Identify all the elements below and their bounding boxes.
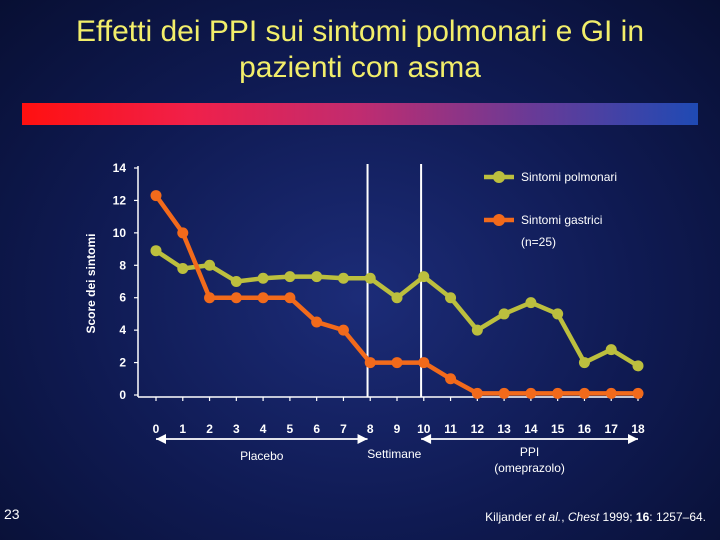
phase-annotation-layer: Placebo Settimane PPI (omeprazolo) <box>156 434 638 475</box>
data-point-gastric <box>605 387 617 399</box>
x-tick-label: 2 <box>206 422 213 436</box>
citation-et-al: et al. <box>535 510 562 524</box>
data-point-gastric <box>150 190 162 202</box>
data-point-pulmonary <box>552 308 564 320</box>
data-point-pulmonary <box>391 292 403 304</box>
y-tick-label: 0 <box>119 388 126 402</box>
y-tick-label: 10 <box>113 226 127 240</box>
x-tick-label: 12 <box>471 422 485 436</box>
x-tick-label: 1 <box>179 422 186 436</box>
x-tick-label: 9 <box>394 422 401 436</box>
y-tick-label: 2 <box>119 356 126 370</box>
data-point-gastric <box>257 292 269 304</box>
y-axis-label-group: Score dei sintomi <box>84 233 98 333</box>
data-point-gastric <box>525 387 537 399</box>
title-line-1: Effetti dei PPI sui sintomi polmonari e … <box>75 15 645 48</box>
x-tick-label: 11 <box>444 422 457 436</box>
x-tick-label: 7 <box>340 422 347 436</box>
data-point-gastric <box>391 357 403 369</box>
series-line-pulmonary <box>154 248 640 368</box>
x-tick-label: 0 <box>153 422 160 436</box>
data-point-gastric <box>230 292 242 304</box>
placebo-arrow-head-right <box>357 434 368 444</box>
y-axis-label: Score dei sintomi <box>84 233 98 333</box>
citation-pages: : 1257–64. <box>649 510 706 524</box>
data-point-pulmonary <box>471 324 483 336</box>
slide-number: 23 <box>4 506 20 522</box>
legend-marker-pulmonary <box>493 171 505 183</box>
x-tick-label: 14 <box>524 422 538 436</box>
x-tick-label: 18 <box>631 422 645 436</box>
data-point-pulmonary <box>337 272 349 284</box>
placebo-arrow-head-left <box>156 434 166 444</box>
x-tick-label: 16 <box>578 422 592 436</box>
data-point-pulmonary <box>418 271 430 283</box>
data-point-gastric <box>552 387 564 399</box>
x-axis-label: Settimane <box>367 447 421 461</box>
data-point-pulmonary <box>605 344 617 356</box>
y-tick-label: 6 <box>119 291 126 305</box>
x-tick-label: 6 <box>313 422 320 436</box>
data-point-pulmonary <box>578 357 590 369</box>
x-tick-label: 15 <box>551 422 565 436</box>
legend: Sintomi polmonari Sintomi gastrici (n=25) <box>484 170 617 249</box>
data-point-gastric <box>471 387 483 399</box>
x-tick-label: 8 <box>367 422 374 436</box>
citation-journal: Chest <box>567 510 600 524</box>
data-point-gastric <box>311 316 323 328</box>
data-point-gastric <box>498 387 510 399</box>
phase-label-ppi: PPI <box>520 445 539 459</box>
citation-year: 1999; <box>599 510 636 524</box>
y-tick-label: 8 <box>119 258 126 272</box>
data-point-pulmonary <box>150 245 162 257</box>
x-tick-label: 13 <box>497 422 511 436</box>
data-point-gastric <box>445 373 457 385</box>
data-point-gastric <box>364 357 376 369</box>
data-point-pulmonary <box>498 308 510 320</box>
data-point-gastric <box>177 227 189 239</box>
title-gradient-bar <box>22 103 698 125</box>
data-point-pulmonary <box>230 276 242 287</box>
x-tick-label: 5 <box>287 422 294 436</box>
data-point-pulmonary <box>177 263 189 275</box>
legend-label-gastric: Sintomi gastrici <box>521 213 602 227</box>
data-point-pulmonary <box>525 297 537 309</box>
data-point-gastric <box>204 292 216 304</box>
ppi-arrow-head-left <box>421 434 432 444</box>
data-point-gastric <box>418 357 430 369</box>
phase-label-placebo: Placebo <box>240 449 284 463</box>
data-point-pulmonary <box>284 271 296 283</box>
data-point-gastric <box>578 387 590 399</box>
citation-volume: 16 <box>635 510 650 524</box>
x-tick-label: 17 <box>605 422 619 436</box>
x-tick-label: 10 <box>417 422 431 436</box>
legend-label-pulmonary: Sintomi polmonari <box>521 170 617 184</box>
series-layer <box>150 190 644 399</box>
ppi-arrow-head-right <box>628 434 638 444</box>
data-point-pulmonary <box>364 272 376 284</box>
page-title: Effetti dei PPI sui sintomi polmonari e … <box>20 14 700 86</box>
y-tick-label: 4 <box>119 323 126 337</box>
data-point-pulmonary <box>632 360 644 372</box>
citation-sep: , <box>561 510 568 524</box>
y-tick-label: 14 <box>113 161 127 175</box>
legend-note: (n=25) <box>521 235 556 249</box>
data-point-gastric <box>337 324 349 336</box>
title-line-2: pazienti con asma <box>239 51 481 84</box>
data-point-pulmonary <box>311 271 323 283</box>
legend-marker-gastric <box>493 214 505 226</box>
citation-authors: Kiljander <box>485 510 536 524</box>
phase-label-ppi-drug: (omeprazolo) <box>494 461 565 475</box>
data-point-gastric <box>632 387 644 399</box>
citation: Kiljander et al., Chest 1999; 16: 1257–6… <box>485 510 706 524</box>
data-point-pulmonary <box>204 259 216 271</box>
y-tick-label: 12 <box>113 193 127 207</box>
data-point-pulmonary <box>445 292 457 304</box>
data-point-gastric <box>284 292 296 304</box>
x-tick-label: 4 <box>260 422 267 436</box>
x-tick-label: 3 <box>233 422 240 436</box>
data-point-pulmonary <box>257 272 269 284</box>
